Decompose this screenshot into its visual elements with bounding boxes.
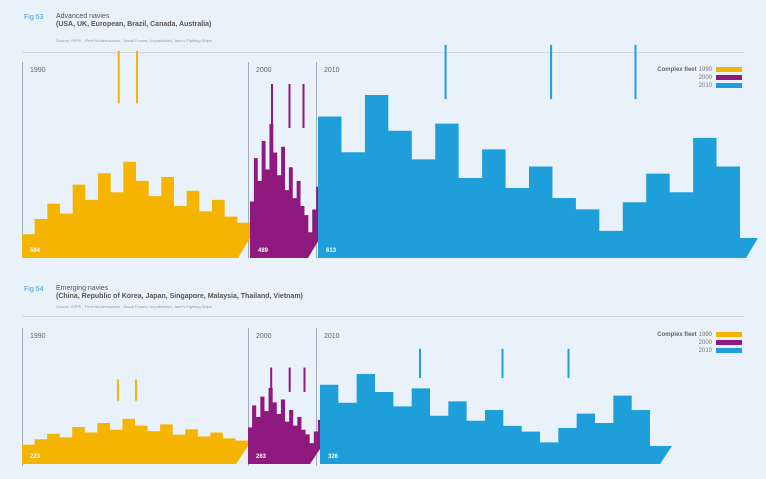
chart-source: Source: SIPRI - Fleet Modernisation - Na… [56, 304, 212, 309]
legend: Complex fleet 1990 2000 2010 [657, 66, 742, 90]
legend-label: 2000 [698, 75, 712, 81]
ship-chart: 1990 2000 2010 594 489 613 [22, 44, 758, 258]
legend-title: Complex fleet [657, 332, 697, 338]
legend-item-2000: 2000 [657, 339, 742, 347]
year-label-2010: 2010 [324, 333, 340, 340]
legend-swatch [716, 82, 742, 88]
legend-item-1990: Complex fleet 1990 [657, 331, 742, 339]
legend-item-2010: 2010 [657, 82, 742, 90]
year-label-1990: 1990 [30, 67, 46, 74]
value-label-2000: 263 [256, 454, 267, 460]
figure-number: Fig 54 [24, 286, 44, 293]
legend-title: Complex fleet [657, 67, 697, 73]
year-label-2000: 2000 [256, 67, 272, 74]
ship-1990 [22, 50, 250, 258]
ship-chart: 1990 2000 2010 223 263 326 [22, 328, 672, 466]
value-label-1990: 223 [30, 454, 41, 460]
legend-item-2010: 2010 [657, 347, 742, 355]
ship-2010 [320, 348, 672, 464]
legend-item-1990: Complex fleet 1990 [657, 66, 742, 74]
ship-2010 [318, 44, 758, 258]
ship-2000 [248, 367, 322, 464]
chart-title-block: Advanced navies (USA, UK, European, Braz… [56, 13, 211, 29]
chart-panel-advanced-navies: Fig 53 Advanced navies (USA, UK, Europea… [22, 13, 758, 258]
chart-subtitle: (China, Republic of Korea, Japan, Singap… [56, 293, 303, 300]
value-label-2010: 326 [328, 454, 339, 460]
legend-label: 1990 [698, 332, 712, 338]
legend-label: 2010 [698, 83, 712, 89]
figure-number: Fig 53 [24, 14, 44, 21]
legend-swatch [716, 339, 742, 345]
divider [22, 52, 744, 53]
legend: Complex fleet 1990 2000 2010 [657, 331, 742, 355]
legend-swatch [716, 74, 742, 80]
divider [22, 316, 744, 317]
chart-source: Source: SIPRI - Fleet Modernisation - Na… [56, 38, 212, 43]
legend-swatch [716, 347, 742, 353]
chart-title: Advanced navies [56, 13, 110, 20]
value-label-2010: 613 [326, 248, 337, 254]
ship-1990 [22, 379, 248, 464]
chart-panel-emerging-navies: Fig 54 Emerging navies (China, Republic … [0, 274, 766, 479]
legend-label: 2000 [698, 340, 712, 346]
value-label-1990: 594 [30, 248, 41, 254]
legend-swatch [716, 331, 742, 337]
legend-swatch [716, 66, 742, 72]
year-label-2000: 2000 [256, 333, 272, 340]
legend-label: 2010 [698, 348, 712, 354]
year-label-2010: 2010 [324, 67, 340, 74]
year-label-1990: 1990 [30, 333, 46, 340]
ship-2000 [250, 84, 320, 258]
chart-title-block: Emerging navies (China, Republic of Kore… [56, 285, 303, 301]
chart-subtitle: (USA, UK, European, Brazil, Canada, Aust… [56, 21, 212, 28]
legend-label: 1990 [698, 67, 712, 73]
chart-title: Emerging navies [56, 285, 109, 292]
value-label-2000: 489 [258, 248, 269, 254]
legend-item-2000: 2000 [657, 74, 742, 82]
